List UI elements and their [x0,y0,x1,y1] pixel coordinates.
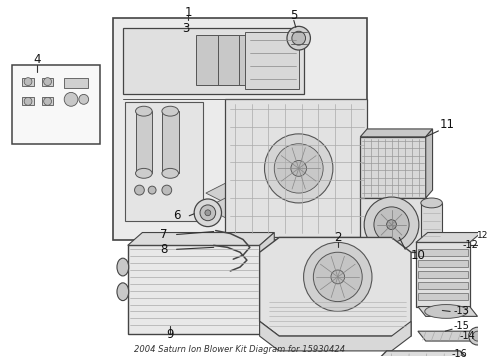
Polygon shape [217,35,242,85]
Text: -12: -12 [462,240,477,250]
Polygon shape [135,111,152,173]
Ellipse shape [468,327,485,345]
Polygon shape [162,111,178,173]
Ellipse shape [148,186,156,194]
Ellipse shape [291,31,305,45]
Ellipse shape [162,185,171,195]
Polygon shape [417,249,467,256]
Ellipse shape [134,185,144,195]
Polygon shape [244,32,298,90]
Ellipse shape [117,258,128,276]
Ellipse shape [264,134,332,203]
Ellipse shape [135,168,152,178]
Text: 12: 12 [475,231,487,240]
Polygon shape [360,137,425,198]
Polygon shape [205,198,244,218]
Text: 7: 7 [160,228,167,241]
Text: 10: 10 [409,249,425,262]
Text: 3: 3 [183,22,190,35]
Text: 1: 1 [184,6,192,19]
Polygon shape [196,35,220,85]
Text: -16: -16 [451,349,467,359]
Ellipse shape [162,168,178,178]
Polygon shape [417,293,467,300]
Ellipse shape [290,161,306,176]
Polygon shape [417,306,476,316]
Ellipse shape [117,283,128,301]
Text: -14: -14 [459,331,474,341]
Polygon shape [415,233,480,242]
Bar [22,78,34,86]
Text: 6: 6 [172,209,180,222]
Ellipse shape [24,97,32,105]
Polygon shape [259,233,274,334]
Polygon shape [360,129,432,137]
Ellipse shape [194,199,221,226]
Ellipse shape [424,305,467,318]
Text: 9: 9 [165,328,173,341]
Bar [41,78,53,86]
Ellipse shape [43,78,51,86]
Ellipse shape [200,205,215,221]
Bar [113,18,366,240]
Ellipse shape [24,78,32,86]
Ellipse shape [43,97,51,105]
Ellipse shape [386,220,396,230]
Ellipse shape [135,106,152,116]
Ellipse shape [274,144,323,193]
Bar [12,65,100,144]
Ellipse shape [330,270,344,284]
Polygon shape [259,321,410,351]
Text: -13: -13 [453,306,469,316]
Ellipse shape [313,252,362,302]
Polygon shape [417,331,476,341]
Bar [41,97,53,105]
Ellipse shape [286,26,310,50]
Polygon shape [239,35,263,85]
Text: 5: 5 [289,9,297,22]
Text: -15: -15 [453,321,469,331]
Polygon shape [417,271,467,278]
Polygon shape [417,282,467,289]
Polygon shape [425,129,432,198]
Polygon shape [122,28,303,94]
Polygon shape [127,233,274,246]
Text: 8: 8 [160,243,167,256]
Polygon shape [205,183,244,203]
Bar [64,78,87,87]
Bar [124,102,203,221]
Ellipse shape [79,94,88,104]
Ellipse shape [162,106,178,116]
Ellipse shape [303,242,371,311]
Bar [22,97,34,105]
Ellipse shape [204,210,210,216]
Text: 11: 11 [439,117,454,131]
Polygon shape [376,351,469,360]
Ellipse shape [420,198,442,208]
Ellipse shape [64,93,78,106]
Polygon shape [360,198,425,252]
Ellipse shape [364,197,418,252]
Polygon shape [415,242,469,306]
Polygon shape [259,238,410,336]
Text: 2: 2 [333,231,341,244]
Ellipse shape [373,207,408,242]
Polygon shape [417,260,467,267]
Text: 4: 4 [33,53,41,66]
Polygon shape [225,99,366,238]
Bar [127,246,259,334]
Text: 2004 Saturn Ion Blower Kit Diagram for 15930424: 2004 Saturn Ion Blower Kit Diagram for 1… [133,345,344,354]
Bar [420,203,442,247]
Ellipse shape [471,331,481,341]
Ellipse shape [420,242,442,252]
